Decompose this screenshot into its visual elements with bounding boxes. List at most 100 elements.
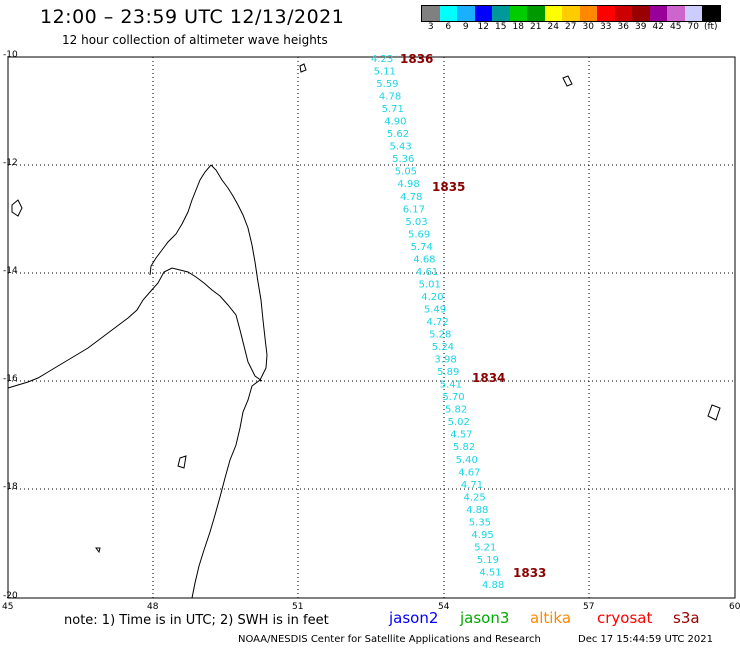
footer-credit: NOAA/NESDIS Center for Satellite Applica… — [238, 634, 541, 645]
color-scale-label: 12 — [477, 22, 489, 32]
orbit-number: 1834 — [472, 371, 505, 385]
wave-height-value: 5.49 — [424, 304, 446, 315]
wave-height-value: 4.98 — [397, 179, 419, 190]
wave-height-value: 5.19 — [477, 555, 499, 566]
map-frame — [7, 56, 736, 599]
latitude-label: -20 — [3, 591, 18, 601]
wave-height-value: 5.35 — [469, 517, 491, 528]
color-swatch — [632, 6, 650, 21]
wave-height-value: 6.17 — [403, 204, 425, 215]
wave-height-value: 4.67 — [458, 467, 480, 478]
wave-height-value: 5.59 — [376, 79, 398, 90]
latitude-label: -12 — [3, 158, 18, 168]
latitude-label: -10 — [3, 50, 18, 60]
wave-height-value: 4.78 — [400, 192, 422, 203]
page-title: 12:00 – 23:59 UTC 12/13/2021 — [40, 6, 345, 28]
latitude-label: -14 — [3, 266, 18, 276]
wave-height-value: 5.21 — [474, 542, 496, 553]
color-scale-label: 24 — [547, 22, 559, 32]
wave-height-value: 5.05 — [395, 167, 417, 178]
wave-height-value: 5.40 — [456, 455, 478, 466]
wave-height-value: 5.62 — [387, 129, 409, 140]
wave-height-value: 4.95 — [471, 530, 493, 541]
wave-height-value: 5.89 — [437, 367, 459, 378]
wave-height-value: 5.43 — [390, 142, 412, 153]
orbit-number: 1833 — [513, 566, 546, 580]
altimeter-track: 4.235.115.594.785.714.905.625.435.365.05… — [371, 52, 546, 591]
wave-height-value: 4.78 — [379, 92, 401, 103]
longitude-label: 48 — [147, 602, 159, 612]
color-swatch — [597, 6, 615, 21]
offshore-islands — [11, 63, 721, 554]
wave-height-value: 4.72 — [427, 317, 449, 328]
wave-height-value: 5.82 — [453, 442, 475, 453]
color-scale-label: 70 — [687, 22, 699, 32]
wave-height-value: 5.74 — [411, 242, 433, 253]
wave-height-value: 4.68 — [413, 254, 435, 265]
color-scale-label: 39 — [635, 22, 647, 32]
color-scale-bar — [421, 5, 721, 22]
wave-height-value: 5.70 — [442, 392, 464, 403]
page-subtitle: 12 hour collection of altimeter wave hei… — [62, 33, 328, 47]
footer-timestamp: Dec 17 15:44:59 UTC 2021 — [578, 634, 713, 645]
color-scale-label: 27 — [565, 22, 577, 32]
color-swatch — [667, 6, 685, 21]
longitude-label: 60 — [729, 602, 740, 612]
wave-height-value: 5.24 — [432, 342, 454, 353]
wave-height-value: 4.88 — [466, 505, 488, 516]
color-swatch — [562, 6, 580, 21]
wave-height-value: 5.02 — [448, 417, 470, 428]
wave-height-value: 4.61 — [416, 267, 438, 278]
color-swatch — [579, 6, 597, 21]
lat-gridlines — [8, 164, 735, 490]
color-swatch — [439, 6, 457, 21]
color-swatch — [474, 6, 492, 21]
wave-height-value: 4.51 — [479, 567, 501, 578]
color-swatch — [544, 6, 562, 21]
color-swatch — [492, 6, 510, 21]
color-scale-label: 6 — [445, 22, 452, 32]
color-scale-label: 21 — [530, 22, 542, 32]
orbit-number: 1835 — [432, 180, 465, 194]
color-swatch — [702, 6, 720, 21]
color-swatch — [684, 6, 702, 21]
lon-gridlines — [152, 57, 590, 598]
color-swatch — [509, 6, 527, 21]
color-scale-label: 36 — [617, 22, 629, 32]
satellite-legend-item: jason3 — [460, 609, 510, 627]
wave-height-value: 4.57 — [450, 430, 472, 441]
wave-height-value: 5.03 — [405, 217, 427, 228]
satellite-legend-item: altika — [530, 609, 572, 627]
longitude-label: 51 — [292, 602, 304, 612]
wave-height-value: 4.88 — [482, 580, 504, 591]
wave-height-value: 5.71 — [382, 104, 404, 115]
color-swatch — [457, 6, 475, 21]
wave-height-value: 4.25 — [464, 492, 486, 503]
wave-height-value: 4.71 — [461, 480, 483, 491]
wave-height-value: 5.01 — [419, 279, 441, 290]
wave-height-value: 4.20 — [421, 292, 443, 303]
wave-height-value: 5.11 — [374, 67, 396, 78]
color-swatch — [649, 6, 667, 21]
color-swatch — [527, 6, 545, 21]
color-scale-label: 30 — [582, 22, 594, 32]
longitude-label: 54 — [438, 602, 450, 612]
color-scale-label: 18 — [512, 22, 524, 32]
color-scale-label: (ft) — [703, 22, 718, 32]
wave-height-value: 5.82 — [445, 405, 467, 416]
color-scale-label: 9 — [462, 22, 469, 32]
satellite-legend-item: s3a — [673, 609, 700, 627]
color-scale-label: 15 — [495, 22, 507, 32]
wave-height-value: 4.23 — [371, 54, 393, 65]
madagascar-coastline — [7, 164, 268, 599]
wave-height-value: 5.41 — [440, 380, 462, 391]
footer-note: note: 1) Time is in UTC; 2) SWH is in fe… — [64, 613, 329, 628]
satellite-legend-item: cryosat — [597, 609, 653, 627]
color-scale-label: 33 — [600, 22, 612, 32]
orbit-number: 1836 — [400, 52, 433, 66]
color-swatch — [422, 6, 440, 21]
latitude-label: -18 — [3, 482, 18, 492]
wave-height-value: 5.36 — [392, 154, 414, 165]
longitude-label: 57 — [583, 602, 595, 612]
